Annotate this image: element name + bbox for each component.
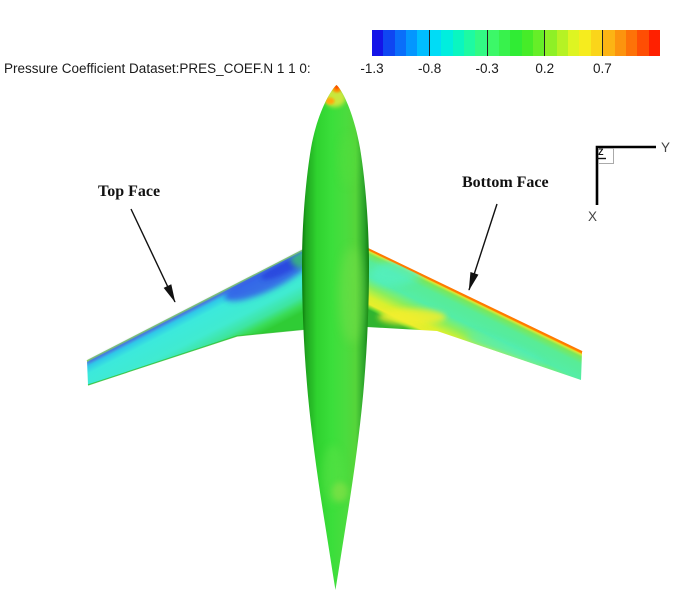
- colorbar-segment: [510, 30, 522, 56]
- axis-triad: Z Y X: [588, 140, 670, 224]
- colorbar-segment: [568, 30, 580, 56]
- colorbar-segment: [602, 30, 615, 56]
- colorbar-segment: [544, 30, 557, 56]
- colorbar-segment: [579, 30, 591, 56]
- axis-triad-box: [598, 148, 614, 164]
- colorbar-segment: [475, 30, 487, 56]
- colorbar-segment: [417, 30, 429, 56]
- colorbar-segment: [637, 30, 649, 56]
- right-wing-leading-edge-stripe: [367, 248, 583, 353]
- colorbar-segment: [383, 30, 395, 56]
- top-face-label: Top Face: [98, 183, 161, 200]
- bottom-face-arrow: [468, 203, 498, 291]
- colorbar-tick-label: 0.2: [535, 61, 555, 76]
- colorbar-tick-label: -0.3: [475, 61, 499, 76]
- colorbar: [372, 30, 660, 56]
- colorbar-tick-labels: -1.3 -0.8 -0.3 0.2 0.7: [360, 61, 660, 79]
- legend-title: Pressure Coefficient Dataset:PRES_COEF.N…: [4, 61, 311, 76]
- left-wing: [86, 247, 308, 386]
- colorbar-tick-label: -0.8: [417, 61, 442, 76]
- axis-z-label: Z: [598, 147, 604, 157]
- right-wing: [367, 248, 583, 380]
- colorbar-segment: [521, 30, 534, 56]
- colorbar-segment: [533, 30, 545, 56]
- colorbar-segment: [625, 30, 638, 56]
- colorbar-segment: [498, 30, 511, 56]
- colorbar-segment: [406, 30, 418, 56]
- colorbar-segment: [394, 30, 407, 56]
- colorbar-tick-label: 0.7: [593, 61, 612, 76]
- colorbar-segment: [428, 30, 442, 56]
- colorbar-segment: [486, 30, 499, 56]
- right-wing-pressure-patch: [378, 309, 446, 325]
- colorbar-segment: [614, 30, 626, 56]
- colorbar-tick-label: -1.3: [360, 61, 384, 76]
- top-face-arrow: [130, 208, 176, 303]
- axis-x-label: X: [588, 209, 597, 224]
- fuselage: [302, 85, 369, 590]
- colorbar-segment: [372, 30, 384, 56]
- colorbar-segment: [590, 30, 603, 56]
- colorbar-segment: [441, 30, 453, 56]
- colorbar-segment: [648, 30, 660, 56]
- colorbar-segment: [463, 30, 476, 56]
- colorbar-segment: [556, 30, 569, 56]
- bottom-face-label: Bottom Face: [462, 174, 549, 191]
- colorbar-segment: [452, 30, 464, 56]
- axis-y-label: Y: [661, 140, 670, 155]
- aircraft: [86, 85, 583, 590]
